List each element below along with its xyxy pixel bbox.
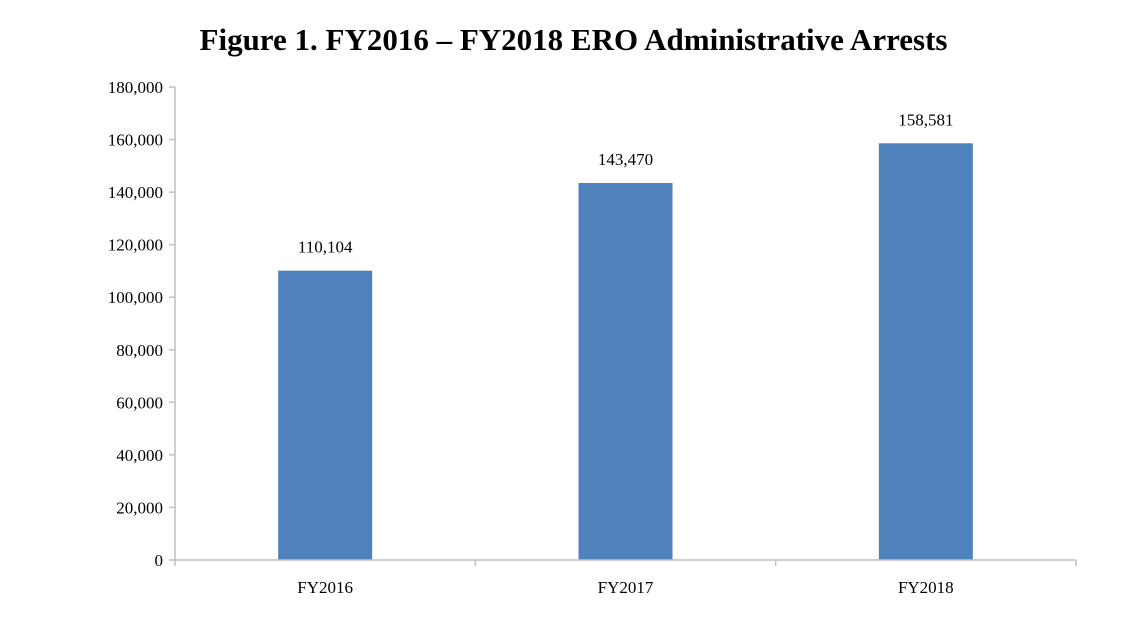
y-tick-label: 160,000 [108, 131, 163, 150]
x-tick-label-fy2016: FY2016 [297, 578, 353, 597]
bar-fy2017 [578, 182, 673, 560]
y-tick-label: 40,000 [116, 446, 163, 465]
y-tick-label: 60,000 [116, 393, 163, 412]
x-tick-label-fy2017: FY2017 [598, 578, 654, 597]
bar-fy2016 [278, 270, 373, 560]
y-tick-label: 120,000 [108, 236, 163, 255]
y-tick-label: 140,000 [108, 183, 163, 202]
bar-fy2018 [878, 143, 973, 561]
y-tick-label: 100,000 [108, 288, 163, 307]
y-tick-label: 0 [155, 551, 164, 570]
labels-layer: 0 20,000 40,000 60,000 80,000 100,000 120,000 1… [108, 78, 954, 597]
y-tick-label: 180,000 [108, 78, 163, 97]
y-tick-label: 20,000 [116, 498, 163, 517]
y-tick-label: 80,000 [116, 341, 163, 360]
chart-title: Figure 1. FY2016 – FY2018 ERO Administra… [199, 22, 948, 57]
data-label-fy2016: 110,104 [298, 238, 353, 257]
bars-layer [278, 143, 973, 561]
data-label-fy2018: 158,581 [898, 110, 953, 129]
data-label-fy2017: 143,470 [598, 150, 653, 169]
axes-layer [169, 86, 1077, 566]
x-tick-label-fy2018: FY2018 [898, 578, 954, 597]
